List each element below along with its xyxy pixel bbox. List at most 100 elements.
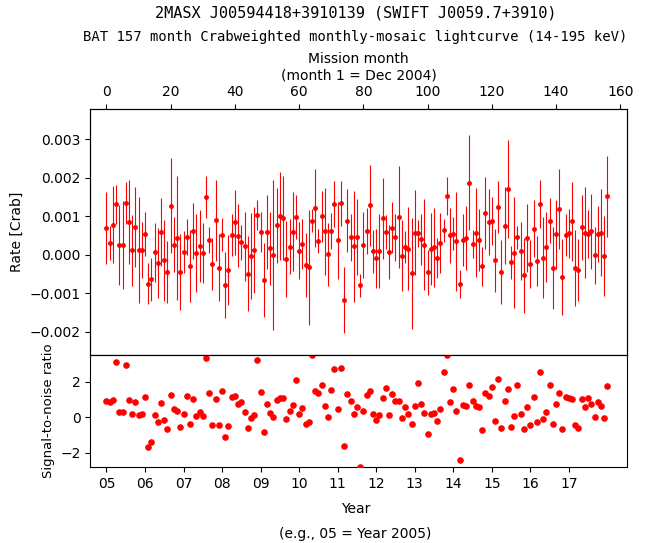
Point xyxy=(528,393,539,402)
Point xyxy=(284,406,295,415)
Point xyxy=(105,397,115,406)
Point xyxy=(175,422,185,431)
Point xyxy=(583,394,593,403)
X-axis label: Mission month
(month 1 = Dec 2004): Mission month (month 1 = Dec 2004) xyxy=(280,52,437,83)
Point xyxy=(300,420,311,428)
Text: 2MASX J00594418+3910139 (SWIFT J0059.7+3910): 2MASX J00594418+3910139 (SWIFT J0059.7+3… xyxy=(154,5,556,21)
Point xyxy=(573,424,583,432)
Point xyxy=(230,392,240,400)
Point xyxy=(413,378,423,387)
Point xyxy=(387,390,397,399)
Point xyxy=(204,389,214,397)
Point xyxy=(390,397,401,406)
Point xyxy=(358,406,368,415)
Point xyxy=(509,412,519,421)
Point xyxy=(364,387,375,395)
Point xyxy=(108,396,118,405)
Point xyxy=(368,409,378,418)
Point xyxy=(458,401,468,409)
Point xyxy=(442,351,452,359)
Point xyxy=(217,387,227,395)
Point xyxy=(361,391,371,400)
Point xyxy=(541,408,552,416)
Point xyxy=(599,413,609,422)
Point xyxy=(384,411,394,419)
Point xyxy=(393,397,404,406)
Point xyxy=(410,402,420,411)
Point xyxy=(525,421,536,430)
Point xyxy=(333,405,343,414)
Point xyxy=(294,409,304,418)
Point xyxy=(137,409,147,418)
Point xyxy=(191,412,202,421)
Point xyxy=(483,392,494,400)
Point xyxy=(143,443,153,451)
Point xyxy=(114,407,125,416)
Point xyxy=(194,408,205,416)
Point xyxy=(570,420,580,429)
Point xyxy=(545,381,555,389)
Point xyxy=(486,383,497,392)
Point xyxy=(342,389,353,398)
Point xyxy=(169,405,179,414)
Point xyxy=(561,393,571,402)
Point xyxy=(461,402,471,411)
Point xyxy=(439,367,449,376)
Point xyxy=(149,411,160,420)
Point xyxy=(255,388,266,396)
Point xyxy=(207,420,218,429)
Point xyxy=(236,397,247,406)
Point xyxy=(564,394,574,403)
Point xyxy=(445,398,455,407)
Y-axis label: Signal-to-noise ratio: Signal-to-noise ratio xyxy=(42,344,55,478)
Point xyxy=(134,411,144,420)
Point xyxy=(182,392,192,401)
Point xyxy=(470,402,481,411)
Point xyxy=(127,410,138,419)
Point xyxy=(252,356,262,364)
Point xyxy=(493,374,503,383)
Point xyxy=(506,422,516,431)
Point xyxy=(156,399,166,407)
Point xyxy=(111,358,121,367)
Point xyxy=(467,396,477,405)
Point xyxy=(140,393,150,401)
Point xyxy=(271,396,282,405)
Point xyxy=(512,380,523,389)
Point xyxy=(124,396,134,405)
Point xyxy=(596,402,606,411)
Point xyxy=(201,354,211,363)
Point xyxy=(516,410,526,419)
Point xyxy=(579,402,590,411)
Point xyxy=(243,424,253,432)
Point xyxy=(403,409,413,418)
Point xyxy=(474,403,484,412)
Point xyxy=(426,409,436,418)
Point xyxy=(592,397,603,406)
Point xyxy=(281,415,291,424)
Point xyxy=(429,409,439,418)
Point xyxy=(576,395,587,403)
Point xyxy=(214,421,224,430)
Point xyxy=(400,402,410,411)
Point xyxy=(220,432,231,441)
Point xyxy=(304,418,314,426)
Point xyxy=(551,400,561,409)
Point xyxy=(455,456,465,465)
Point xyxy=(297,403,307,412)
Point xyxy=(152,418,163,426)
Point xyxy=(535,367,545,376)
Point xyxy=(480,388,490,397)
Point xyxy=(211,395,221,403)
Point xyxy=(320,401,330,410)
Point xyxy=(185,419,195,428)
Point xyxy=(349,409,359,418)
Point xyxy=(557,425,568,434)
Point xyxy=(188,395,198,403)
Point xyxy=(258,427,269,436)
Point xyxy=(249,411,259,419)
Point xyxy=(554,389,565,397)
Point xyxy=(371,415,381,424)
Y-axis label: Rate [Crab]: Rate [Crab] xyxy=(10,192,24,272)
Point xyxy=(336,364,346,372)
